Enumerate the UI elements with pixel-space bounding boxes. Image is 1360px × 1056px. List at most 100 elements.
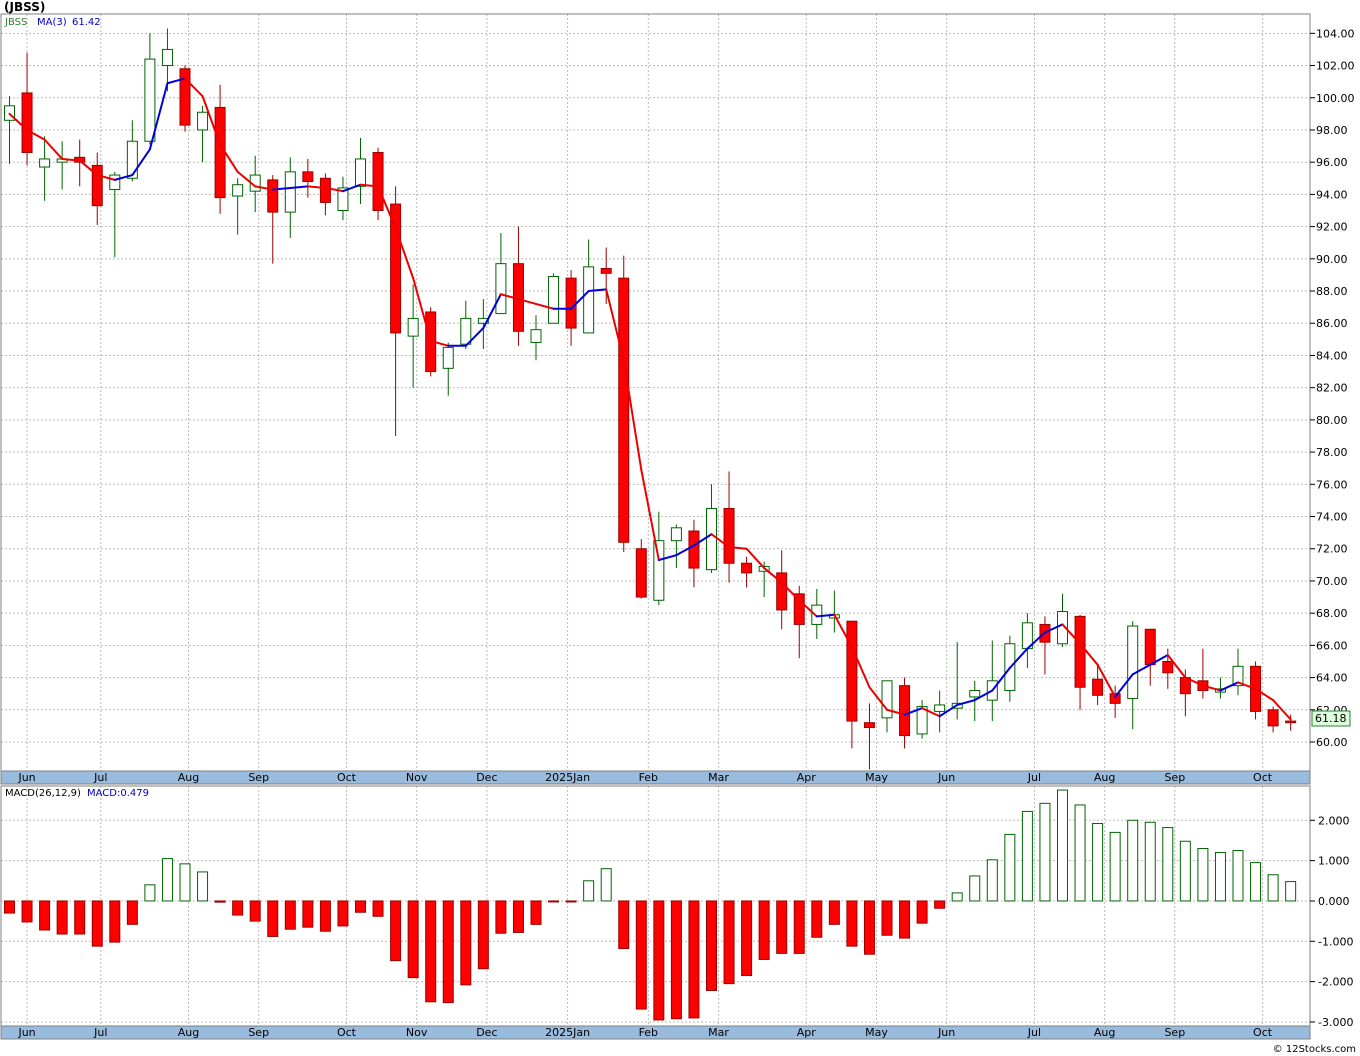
candle-body (583, 266, 595, 334)
ma-segment (1043, 623, 1064, 634)
candle (688, 519, 700, 588)
candle (319, 173, 331, 216)
month-label: Oct (1253, 771, 1273, 784)
month-label: Sep (248, 771, 269, 784)
ma-segment (464, 327, 485, 347)
price-tick-label: 88.00 (1316, 285, 1348, 298)
macd-bar (899, 900, 911, 939)
month-label: Feb (639, 771, 658, 784)
macd-bar (4, 900, 15, 914)
macd-bar (934, 900, 946, 909)
macd-month-label: Jul (93, 1026, 107, 1039)
price-tick-label: 84.00 (1316, 349, 1348, 362)
candle-body (530, 329, 542, 344)
candle-body (1074, 615, 1086, 688)
candle-body (355, 158, 366, 187)
ma-segment (324, 186, 344, 193)
macd-bar (1127, 819, 1139, 902)
price-tick-label: 96.00 (1316, 156, 1348, 169)
candle-body (442, 346, 454, 369)
macd-month-label: Oct (337, 1026, 357, 1039)
macd-bar (495, 900, 507, 934)
price-tick-label: 60.00 (1316, 736, 1348, 749)
price-tick-label: 72.00 (1316, 543, 1348, 556)
macd-tick-label: 2.000 (1318, 814, 1350, 827)
macd-bar (600, 868, 612, 902)
candle (583, 239, 595, 334)
candle-body (109, 174, 121, 191)
macd-bar (670, 900, 682, 1020)
ma-segment (1131, 663, 1152, 676)
macd-month-label: May (865, 1026, 888, 1039)
candle-body (600, 267, 612, 274)
ma-segment (131, 148, 151, 177)
ma-segment (605, 288, 625, 362)
macd-bar (144, 884, 156, 902)
macd-month-label: Jun (937, 1026, 955, 1039)
ma-segment (570, 290, 590, 310)
candle-body (1144, 628, 1156, 666)
candle-body (232, 184, 244, 197)
month-label: Apr (797, 771, 817, 784)
macd-legend-value: MACD:0.479 (87, 788, 149, 799)
ma-segment (289, 185, 309, 189)
ma-segment (271, 186, 292, 191)
candle-body (969, 689, 981, 698)
ma-segment (26, 128, 46, 141)
candle (1285, 714, 1297, 731)
candle (1232, 648, 1244, 696)
legend-ma-label: MA(3) (37, 17, 67, 28)
macd-month-label: Apr (797, 1026, 817, 1039)
month-label: May (865, 771, 888, 784)
ma-segment (535, 302, 555, 310)
candle-body (723, 507, 735, 564)
candle-body (653, 540, 665, 601)
macd-bar (758, 900, 770, 960)
ma-segment (184, 77, 204, 98)
month-label: Jul (1027, 771, 1041, 784)
macd-bar (1214, 852, 1226, 902)
macd-bar (512, 900, 524, 933)
candle-body (1162, 660, 1174, 674)
macd-bar (811, 900, 823, 938)
macd-bar (21, 900, 33, 923)
candle-body (881, 680, 893, 719)
ma-segment (96, 174, 116, 181)
ma-segment (763, 567, 783, 584)
candle (144, 33, 156, 145)
ma-segment (254, 185, 274, 191)
ma-segment (1026, 631, 1046, 650)
macd-histogram (4, 789, 1297, 1021)
macd-bar (793, 900, 805, 954)
candle (934, 690, 946, 733)
macd-bar (1004, 833, 1016, 902)
price-date-axis (0, 770, 1311, 785)
ma-segment (201, 95, 222, 146)
candle (109, 171, 121, 258)
macd-x-axis-labels: Jun Jul Aug Sep Oct Nov Dec 2025Jan Feb Mar Apr May… (17, 1026, 1272, 1039)
price-tick-label: 70.00 (1316, 575, 1348, 588)
last-price-label: 61.18 (1315, 712, 1347, 725)
ma-segment (394, 227, 415, 280)
macd-bar (214, 900, 226, 903)
ma-segment (148, 82, 169, 151)
macd-month-label: Jun (17, 1026, 35, 1039)
candle (197, 105, 209, 163)
ma-segment (886, 708, 906, 716)
candle-body (811, 604, 823, 625)
ma-segment (587, 288, 608, 293)
month-label: Aug (178, 771, 199, 784)
ma-segment (43, 138, 64, 160)
candle (179, 65, 191, 132)
candle (618, 255, 630, 552)
ma-segment (377, 185, 397, 230)
macd-bar (390, 900, 402, 962)
month-label: Mar (708, 771, 729, 784)
ma-segment (938, 703, 959, 718)
price-tick-label: 98.00 (1316, 124, 1348, 137)
price-tick-label: 86.00 (1316, 317, 1348, 330)
macd-bar (530, 900, 542, 925)
macd-month-label: Nov (406, 1026, 428, 1039)
macd-tick-label: -2.000 (1318, 976, 1353, 989)
